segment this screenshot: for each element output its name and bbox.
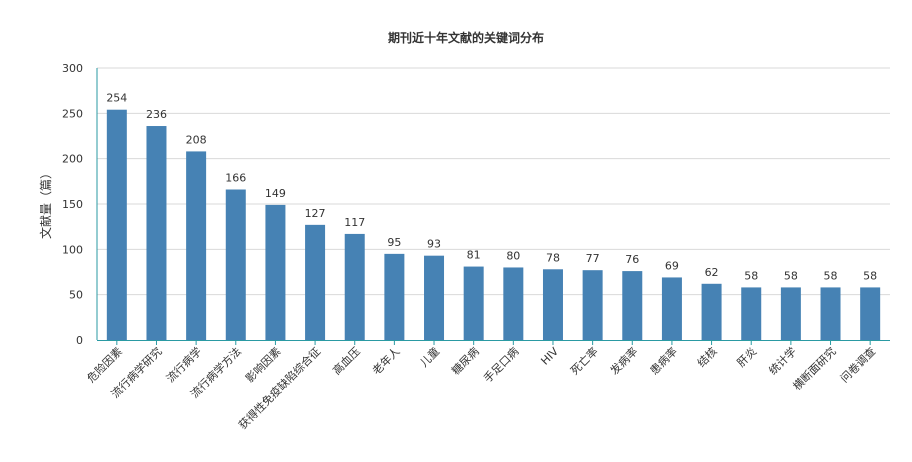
x-tick-label: 儿童 bbox=[417, 344, 442, 369]
x-tick-label: 死亡率 bbox=[568, 344, 601, 377]
data-label: 80 bbox=[506, 249, 520, 262]
data-label: 62 bbox=[705, 266, 719, 279]
x-tick-label: 横断面研究 bbox=[790, 344, 839, 393]
x-tick-label: 手足口病 bbox=[480, 344, 521, 385]
data-label: 93 bbox=[427, 238, 441, 251]
bar[interactable] bbox=[225, 189, 246, 340]
y-axis-label: 文献量（篇） bbox=[38, 167, 53, 239]
x-tick-label: HIV bbox=[538, 345, 561, 368]
data-label: 58 bbox=[744, 269, 758, 282]
data-label: 95 bbox=[387, 236, 401, 249]
x-tick-label: 危险因素 bbox=[84, 344, 125, 385]
bar[interactable] bbox=[146, 126, 167, 340]
x-tick-label: 老年人 bbox=[369, 344, 402, 377]
y-tick-label: 0 bbox=[76, 334, 83, 347]
bar[interactable] bbox=[622, 271, 643, 340]
y-tick-label: 250 bbox=[62, 107, 83, 120]
data-label: 69 bbox=[665, 259, 679, 272]
x-tick-label: 高血压 bbox=[330, 344, 363, 377]
x-tick-label: 统计学 bbox=[766, 344, 799, 377]
bar[interactable] bbox=[741, 287, 762, 340]
data-label: 127 bbox=[305, 207, 326, 220]
labels: 050100150200250300254危险因素236流行病学研究208流行病… bbox=[62, 62, 878, 432]
data-label: 78 bbox=[546, 251, 560, 264]
data-label: 166 bbox=[225, 171, 246, 184]
y-tick-label: 100 bbox=[62, 243, 83, 256]
bar[interactable] bbox=[701, 283, 722, 340]
data-label: 117 bbox=[344, 216, 365, 229]
bar[interactable] bbox=[186, 151, 207, 340]
bar[interactable] bbox=[106, 109, 127, 340]
data-label: 58 bbox=[824, 269, 838, 282]
bar[interactable] bbox=[503, 267, 524, 340]
x-tick-label: 糖尿病 bbox=[449, 344, 482, 377]
x-tick-label: 流行病学 bbox=[163, 344, 204, 385]
bar[interactable] bbox=[780, 287, 801, 340]
bar[interactable] bbox=[344, 233, 365, 340]
x-tick-label: 肝炎 bbox=[735, 345, 760, 370]
x-tick-label: 患病率 bbox=[647, 344, 680, 377]
bar[interactable] bbox=[542, 269, 563, 340]
y-tick-label: 300 bbox=[62, 62, 83, 75]
x-tick-label: 影响因素 bbox=[243, 345, 283, 385]
axes bbox=[96, 68, 890, 345]
data-label: 76 bbox=[625, 253, 639, 266]
grid-lines bbox=[97, 67, 890, 296]
y-tick-label: 200 bbox=[62, 153, 83, 166]
data-label: 77 bbox=[586, 252, 600, 265]
x-tick-label: 问卷调查 bbox=[837, 344, 878, 385]
bar[interactable] bbox=[463, 266, 484, 340]
data-label: 236 bbox=[146, 108, 167, 121]
bar[interactable] bbox=[582, 270, 603, 340]
chart-title: 期刊近十年文献的关键词分布 bbox=[388, 30, 544, 45]
bar[interactable] bbox=[661, 277, 682, 340]
data-label: 58 bbox=[784, 269, 798, 282]
bar[interactable] bbox=[424, 255, 445, 340]
bar[interactable] bbox=[820, 287, 841, 340]
x-tick-label: 结核 bbox=[694, 344, 719, 369]
data-label: 81 bbox=[467, 249, 481, 262]
bar[interactable] bbox=[384, 253, 405, 340]
y-tick-label: 150 bbox=[62, 198, 83, 211]
y-tick-label: 50 bbox=[69, 289, 83, 302]
bars bbox=[106, 109, 881, 340]
bar[interactable] bbox=[860, 287, 881, 340]
data-label: 208 bbox=[186, 133, 207, 146]
x-tick-label: 发病率 bbox=[607, 344, 640, 377]
data-label: 149 bbox=[265, 187, 286, 200]
data-label: 58 bbox=[863, 269, 877, 282]
bar[interactable] bbox=[305, 224, 326, 340]
bar[interactable] bbox=[265, 204, 286, 340]
data-label: 254 bbox=[106, 92, 127, 105]
